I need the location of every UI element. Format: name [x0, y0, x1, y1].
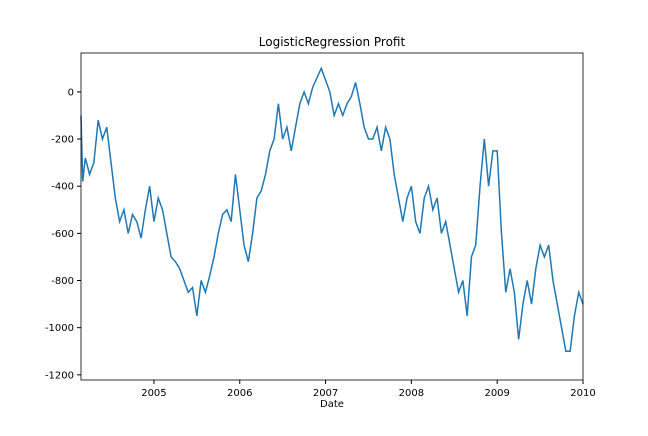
- x-tick-label: 2010: [570, 388, 595, 399]
- chart-title: LogisticRegression Profit: [259, 35, 406, 49]
- x-tick-label: 2009: [484, 388, 509, 399]
- x-tick-label: 2007: [313, 388, 338, 399]
- plot-frame: [80, 52, 584, 381]
- line: [80, 66, 584, 352]
- y-tick-label: -200: [51, 135, 74, 146]
- x-tick-label: 2008: [399, 388, 424, 399]
- y-tick-label: 0: [68, 87, 74, 98]
- x-axis-label: Date: [320, 399, 344, 410]
- y-tick-label: -800: [51, 276, 74, 287]
- y-tick-label: -1000: [45, 323, 74, 334]
- y-tick-label: -600: [51, 229, 74, 240]
- y-tick-label: -400: [51, 182, 74, 193]
- x-tick-label: 2006: [227, 388, 252, 399]
- x-tick-label: 2005: [141, 388, 166, 399]
- y-tick-label: -1200: [45, 370, 74, 381]
